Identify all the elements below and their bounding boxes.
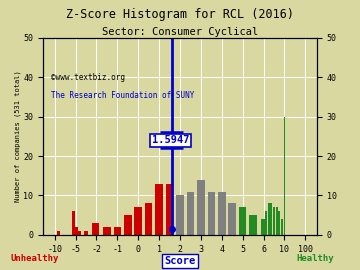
Bar bbox=[166, 184, 173, 235]
Text: The Research Foundation of SUNY: The Research Foundation of SUNY bbox=[51, 91, 195, 100]
Bar bbox=[77, 231, 81, 235]
Bar bbox=[281, 219, 283, 235]
Bar bbox=[278, 211, 280, 235]
Bar bbox=[284, 223, 285, 235]
Text: ©www.textbiz.org: ©www.textbiz.org bbox=[51, 73, 125, 82]
Bar bbox=[145, 203, 152, 235]
Bar bbox=[176, 195, 184, 235]
Bar bbox=[218, 191, 225, 235]
Text: Healthy: Healthy bbox=[296, 254, 334, 262]
Y-axis label: Number of companies (531 total): Number of companies (531 total) bbox=[14, 70, 21, 202]
Bar bbox=[187, 191, 194, 235]
Bar bbox=[270, 203, 272, 235]
Bar bbox=[92, 223, 94, 235]
Bar bbox=[208, 191, 215, 235]
Bar bbox=[124, 215, 131, 235]
Bar bbox=[229, 203, 236, 235]
Bar bbox=[114, 227, 121, 235]
Bar bbox=[265, 211, 267, 235]
Text: Sector: Consumer Cyclical: Sector: Consumer Cyclical bbox=[102, 27, 258, 37]
Bar bbox=[103, 227, 111, 235]
Bar bbox=[84, 231, 89, 235]
Text: Z-Score Histogram for RCL (2016): Z-Score Histogram for RCL (2016) bbox=[66, 8, 294, 21]
Bar bbox=[261, 219, 266, 235]
Bar bbox=[268, 203, 270, 235]
X-axis label: Score: Score bbox=[165, 256, 195, 266]
Text: Unhealthy: Unhealthy bbox=[10, 254, 58, 262]
Bar bbox=[156, 184, 163, 235]
Bar bbox=[57, 231, 60, 235]
Bar bbox=[74, 227, 77, 235]
Bar bbox=[249, 215, 257, 235]
Bar bbox=[135, 207, 142, 235]
Bar bbox=[197, 180, 204, 235]
Text: 1.5947: 1.5947 bbox=[152, 135, 189, 145]
Bar bbox=[72, 211, 75, 235]
Bar bbox=[239, 207, 246, 235]
Bar bbox=[276, 207, 278, 235]
Bar bbox=[94, 223, 99, 235]
Bar bbox=[273, 207, 275, 235]
